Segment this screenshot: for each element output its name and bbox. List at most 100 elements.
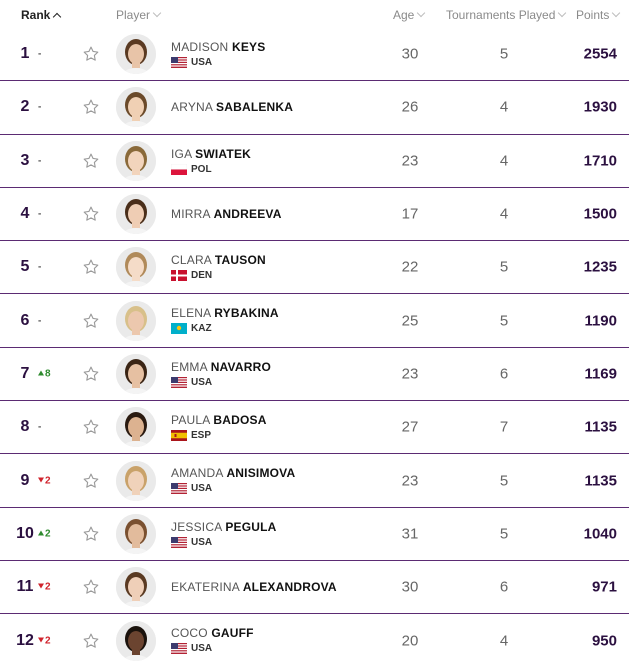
player-avatar[interactable] bbox=[116, 460, 156, 501]
rank-number: 6 bbox=[20, 311, 30, 329]
player-name[interactable]: EMMA NAVARRO bbox=[171, 360, 271, 374]
player-sort-header[interactable]: Player bbox=[116, 8, 162, 22]
player-first-name: JESSICA bbox=[171, 519, 222, 534]
favorite-star-icon[interactable] bbox=[82, 312, 100, 330]
rank-number: 12 bbox=[16, 631, 34, 649]
table-row[interactable]: 1- MADISON KEYS USA 30 5 2554 bbox=[0, 28, 629, 82]
rank-change: - bbox=[38, 155, 58, 166]
player-last-name: KEYS bbox=[231, 40, 266, 54]
player-avatar[interactable] bbox=[116, 567, 156, 608]
favorite-star-icon[interactable] bbox=[82, 418, 100, 436]
tournaments-played: 6 bbox=[499, 365, 509, 383]
rankings-table: 1 - MADISON KEYS USA 30 5 2554 2 - ARYNA SABALENK… bbox=[0, 28, 629, 668]
chevron-down-icon bbox=[558, 8, 567, 18]
player-avatar[interactable] bbox=[116, 140, 156, 181]
player-last-name: RYBAKINA bbox=[214, 306, 279, 321]
player-name[interactable]: ELENA RYBAKINA bbox=[171, 306, 279, 320]
player-points: 2554 bbox=[583, 45, 617, 63]
player-age: 23 bbox=[401, 472, 419, 490]
table-row[interactable]: 11 2 EKATERINA ALEXANDROVA 30 6 971 bbox=[0, 561, 629, 615]
arrow-down-icon bbox=[38, 637, 44, 643]
points-sort-header[interactable]: Points bbox=[576, 8, 621, 22]
player-age: 17 bbox=[401, 205, 419, 223]
table-row[interactable]: 12 2 COCO GAUFF USA 20 4 950 bbox=[0, 614, 629, 667]
table-row[interactable]: 8- PAULA BADOSA ESP 27 7 1135 bbox=[0, 401, 629, 455]
tournaments-sort-header[interactable]: Tournaments Played bbox=[446, 8, 567, 22]
player-avatar[interactable] bbox=[116, 34, 156, 75]
usa-flag-icon bbox=[171, 643, 187, 655]
player-name[interactable]: COCO GAUFF bbox=[171, 626, 254, 640]
table-row[interactable]: 4- MIRRA ANDREEVA 17 4 1500 bbox=[0, 188, 629, 242]
tournaments-played: 5 bbox=[499, 312, 509, 330]
rank-change: - bbox=[38, 102, 58, 113]
rank-change: 2 bbox=[38, 475, 58, 486]
player-age: 25 bbox=[401, 312, 419, 330]
table-row[interactable]: 5- CLARA TAUSON DEN 22 5 1235 bbox=[0, 241, 629, 295]
favorite-star-icon[interactable] bbox=[82, 258, 100, 276]
usa-flag-icon bbox=[171, 536, 187, 548]
favorite-star-icon[interactable] bbox=[82, 45, 100, 63]
country-code: USA bbox=[191, 57, 213, 68]
player-age: 23 bbox=[401, 365, 419, 383]
player-last-name: GAUFF bbox=[211, 626, 254, 641]
player-last-name: ANDREEVA bbox=[213, 207, 282, 222]
player-name[interactable]: CLARA TAUSON bbox=[171, 253, 266, 267]
table-row[interactable]: 7 8 EMMA NAVARRO USA 23 6 1169 bbox=[0, 348, 629, 402]
table-row[interactable]: 10 2 JESSICA PEGULA USA 31 5 1040 bbox=[0, 508, 629, 561]
player-last-name: NAVARRO bbox=[210, 359, 271, 374]
country-code: USA bbox=[191, 376, 213, 388]
player-country: USA bbox=[171, 536, 212, 548]
rank-number: 1 bbox=[20, 45, 30, 63]
favorite-star-icon[interactable] bbox=[82, 472, 100, 490]
rank-number: 10 bbox=[16, 524, 34, 542]
player-last-name: PEGULA bbox=[225, 519, 277, 534]
player-avatar[interactable] bbox=[116, 300, 156, 341]
player-name[interactable]: EKATERINA ALEXANDROVA bbox=[171, 580, 337, 594]
usa-flag-icon bbox=[171, 376, 187, 388]
player-name[interactable]: MIRRA ANDREEVA bbox=[171, 207, 282, 221]
table-row[interactable]: 9 2 AMANDA ANISIMOVA USA 23 5 1135 bbox=[0, 454, 629, 508]
arrow-down-icon bbox=[38, 583, 44, 589]
player-points: 1190 bbox=[584, 312, 617, 330]
player-name[interactable]: PAULA BADOSA bbox=[171, 413, 267, 427]
favorite-star-icon[interactable] bbox=[82, 205, 100, 223]
favorite-star-icon[interactable] bbox=[82, 525, 100, 543]
player-name[interactable]: ARYNA SABALENKA bbox=[171, 100, 293, 114]
rank-change: - bbox=[38, 262, 58, 273]
chevron-down-icon bbox=[612, 8, 621, 18]
rank-sort-header[interactable]: Rank bbox=[21, 8, 62, 22]
rank-number: 9 bbox=[20, 471, 30, 489]
player-avatar[interactable] bbox=[116, 353, 156, 394]
player-country: POL bbox=[170, 163, 212, 175]
favorite-star-icon[interactable] bbox=[82, 578, 100, 596]
rank-change-value: - bbox=[38, 208, 42, 220]
age-sort-header[interactable]: Age bbox=[393, 8, 426, 22]
table-row[interactable]: 2- ARYNA SABALENKA 26 4 1930 bbox=[0, 81, 629, 135]
favorite-star-icon[interactable] bbox=[82, 632, 100, 650]
player-avatar[interactable] bbox=[116, 87, 156, 128]
player-name[interactable]: JESSICA PEGULA bbox=[171, 520, 277, 534]
favorite-star-icon[interactable] bbox=[82, 98, 100, 116]
player-name[interactable]: AMANDA ANISIMOVA bbox=[171, 466, 295, 480]
player-avatar[interactable] bbox=[116, 620, 156, 661]
favorite-star-icon[interactable] bbox=[82, 365, 100, 383]
player-avatar[interactable] bbox=[116, 513, 156, 554]
table-row[interactable]: 3- IGA SWIATEK POL 23 4 1710 bbox=[0, 135, 629, 188]
player-last-name: TAUSON bbox=[214, 253, 266, 268]
table-row[interactable]: 6- ELENA RYBAKINA KAZ 25 5 1190 bbox=[0, 294, 629, 348]
rank-change-value: - bbox=[38, 261, 42, 273]
player-points: 1135 bbox=[584, 418, 617, 436]
country-code: USA bbox=[191, 643, 213, 655]
arrow-up-icon bbox=[38, 370, 44, 376]
player-first-name: IGA bbox=[171, 146, 192, 161]
player-name[interactable]: MADISON KEYS bbox=[171, 40, 265, 54]
rank-change: 8 bbox=[38, 368, 58, 379]
rank-number: 4 bbox=[20, 205, 30, 223]
player-country: ESP bbox=[171, 430, 211, 442]
player-avatar[interactable] bbox=[116, 247, 156, 288]
player-age: 30 bbox=[401, 578, 419, 596]
player-avatar[interactable] bbox=[116, 194, 156, 235]
player-name[interactable]: IGA SWIATEK bbox=[171, 147, 251, 161]
player-avatar[interactable] bbox=[116, 407, 156, 448]
favorite-star-icon[interactable] bbox=[82, 152, 100, 170]
